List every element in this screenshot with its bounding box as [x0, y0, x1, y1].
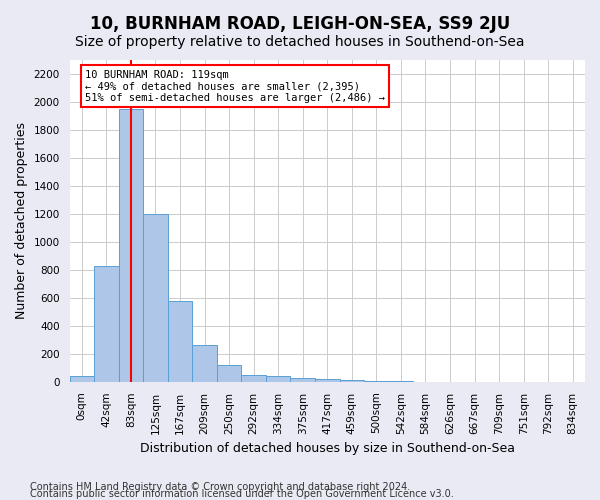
Text: Size of property relative to detached houses in Southend-on-Sea: Size of property relative to detached ho… — [75, 35, 525, 49]
Bar — [266, 376, 290, 382]
Bar — [241, 375, 266, 382]
Bar — [143, 214, 168, 382]
Text: 10 BURNHAM ROAD: 119sqm
← 49% of detached houses are smaller (2,395)
51% of semi: 10 BURNHAM ROAD: 119sqm ← 49% of detache… — [85, 70, 385, 103]
Bar — [340, 380, 364, 382]
Bar — [364, 381, 389, 382]
Y-axis label: Number of detached properties: Number of detached properties — [15, 122, 28, 320]
Bar — [315, 379, 340, 382]
Bar — [290, 378, 315, 382]
Text: Contains public sector information licensed under the Open Government Licence v3: Contains public sector information licen… — [30, 489, 454, 499]
X-axis label: Distribution of detached houses by size in Southend-on-Sea: Distribution of detached houses by size … — [140, 442, 515, 455]
Bar — [94, 266, 119, 382]
Text: Contains HM Land Registry data © Crown copyright and database right 2024.: Contains HM Land Registry data © Crown c… — [30, 482, 410, 492]
Bar — [70, 376, 94, 382]
Bar — [217, 365, 241, 382]
Text: 10, BURNHAM ROAD, LEIGH-ON-SEA, SS9 2JU: 10, BURNHAM ROAD, LEIGH-ON-SEA, SS9 2JU — [90, 15, 510, 33]
Bar — [119, 109, 143, 382]
Bar — [192, 346, 217, 382]
Bar — [168, 300, 192, 382]
